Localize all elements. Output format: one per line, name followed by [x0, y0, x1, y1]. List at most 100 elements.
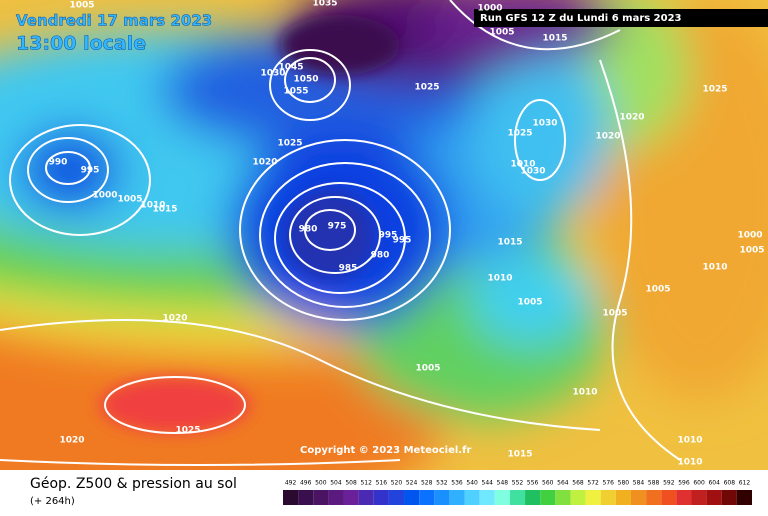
isobar-label: 1010 — [702, 263, 727, 273]
isobar-label: 1030 — [520, 167, 545, 177]
colorbar-label: 532 — [436, 480, 448, 487]
map-time: 13:00 locale — [16, 33, 146, 55]
colorbar-label: 528 — [421, 480, 433, 487]
isobar-label: 1010 — [140, 201, 165, 211]
isobar-label: 1000 — [92, 191, 117, 201]
colorbar-label: 592 — [663, 480, 675, 487]
colorbar-label: 536 — [451, 480, 463, 487]
isobar-label: 1015 — [497, 238, 522, 248]
isobar-label: 995 — [393, 236, 412, 246]
colorbar: 492 496 500 504 508 512 516 520 524 528 532 536 540 5… — [283, 480, 752, 505]
colorbar-swatch — [570, 490, 586, 505]
isobar-label: 975 — [328, 222, 347, 232]
colorbar-label: 572 — [587, 480, 599, 487]
colorbar-label: 588 — [648, 480, 660, 487]
isobar-label: 1005 — [739, 246, 764, 256]
isobar-label: 1010 — [677, 436, 702, 446]
product-name: Géop. Z500 & pression au sol — [30, 476, 237, 492]
colorbar-label: 508 — [345, 480, 357, 487]
isobar-label: 985 — [339, 264, 358, 274]
colorbar-label: 516 — [376, 480, 388, 487]
colorbar-swatch — [494, 490, 510, 505]
colorbar-swatch — [600, 490, 616, 505]
isobar-label: 1025 — [507, 129, 532, 139]
isobar-label: 1005 — [117, 195, 142, 205]
colorbar-label: 500 — [315, 480, 327, 487]
colorbar-label: 504 — [330, 480, 342, 487]
colorbar-label: 600 — [693, 480, 705, 487]
colorbar-label: 612 — [739, 480, 751, 487]
colorbar-swatch — [419, 490, 435, 505]
colorbar-swatch — [479, 490, 495, 505]
isobar-label: 1010 — [510, 160, 535, 170]
colorbar-swatch — [404, 490, 420, 505]
colorbar-swatch — [646, 490, 662, 505]
isobar-label: 1010 — [677, 458, 702, 468]
colorbar-swatch — [388, 490, 405, 505]
colorbar-swatch — [691, 490, 707, 505]
colorbar-swatch — [328, 490, 344, 505]
isobar-label: 1020 — [162, 314, 187, 324]
isobar-label: 1005 — [415, 364, 440, 374]
colorbar-label: 544 — [482, 480, 494, 487]
colorbar-swatch — [615, 490, 631, 505]
isobar-label: 1035 — [312, 0, 337, 9]
isobar-label: 980 — [371, 251, 390, 261]
isobar-label: 1000 — [477, 4, 502, 14]
isobar-label: 1005 — [517, 298, 542, 308]
isobar-label: 1005 — [489, 28, 514, 38]
colorbar-swatch — [449, 490, 465, 505]
colorbar-label: 496 — [300, 480, 312, 487]
isobar-label: 1015 — [542, 34, 567, 44]
colorbar-swatch — [434, 490, 450, 505]
isobar-label: 990 — [49, 158, 68, 168]
isobar-label: 1005 — [69, 1, 94, 11]
colorbar-label: 548 — [497, 480, 509, 487]
colorbar-swatch — [525, 490, 541, 505]
colorbar-swatch — [661, 490, 677, 505]
colorbar-label: 580 — [618, 480, 630, 487]
colorbar-label: 608 — [724, 480, 736, 487]
colorbar-swatch — [585, 490, 601, 505]
isobar-label: 1050 — [293, 75, 318, 85]
isobar-label: 995 — [379, 231, 398, 241]
isobar-label: 1020 — [252, 158, 277, 168]
colorbar-label: 604 — [708, 480, 720, 487]
colorbar-label: 556 — [527, 480, 539, 487]
run-box — [474, 9, 768, 27]
isobar-label: 1020 — [59, 436, 84, 446]
colorbar-label: 492 — [285, 480, 297, 487]
colorbar-label: 512 — [360, 480, 372, 487]
colorbar-swatch — [313, 490, 329, 505]
isobar-label: 1025 — [414, 83, 439, 93]
isobar-label: 1015 — [152, 205, 177, 215]
colorbar-swatch — [721, 490, 737, 505]
isobar-label: 1020 — [595, 132, 620, 142]
isobar-label: 1030 — [532, 119, 557, 129]
isobar-label: 1015 — [507, 450, 532, 460]
isobar-label: 1010 — [572, 388, 597, 398]
colorbar-swatch — [630, 490, 647, 505]
isobars — [0, 0, 681, 466]
lead-time: (+ 264h) — [30, 496, 75, 507]
run-info: Run GFS 12 Z du Lundi 6 mars 2023 — [480, 13, 682, 24]
colorbar-swatch — [509, 490, 526, 505]
isobar-label: 1025 — [277, 139, 302, 149]
colorbar-label: 564 — [557, 480, 569, 487]
colorbar-swatch — [283, 490, 299, 505]
colorbar-swatch — [736, 490, 752, 505]
colorbar-swatch — [343, 490, 359, 505]
colorbar-label: 520 — [391, 480, 403, 487]
isobar-label: 1030 — [260, 69, 285, 79]
colorbar-label: 540 — [466, 480, 478, 487]
copyright: Copyright © 2023 Meteociel.fr — [300, 445, 471, 456]
isobar-label: 1025 — [702, 85, 727, 95]
map-date: Vendredi 17 mars 2023 — [16, 12, 212, 30]
isobar-label: 1010 — [487, 274, 512, 284]
colorbar-label: 568 — [572, 480, 584, 487]
colorbar-label: 576 — [603, 480, 615, 487]
colorbar-label: 552 — [512, 480, 524, 487]
